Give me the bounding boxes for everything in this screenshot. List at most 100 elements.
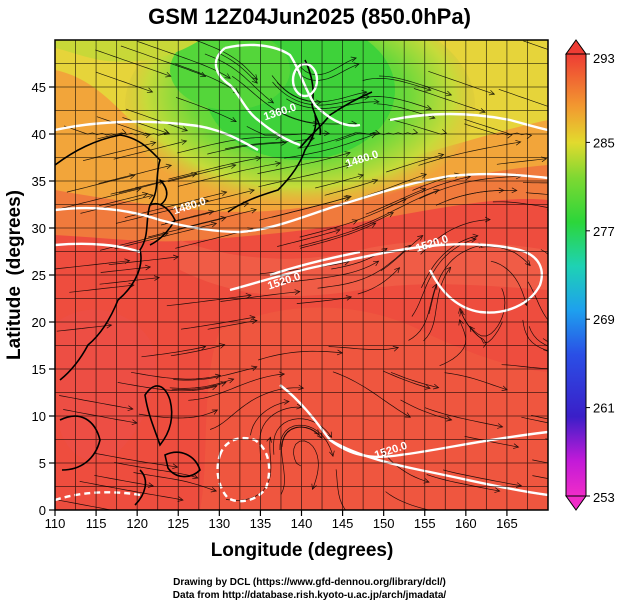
streamline	[191, 189, 255, 207]
streamline	[259, 406, 302, 461]
streamline-arrowhead	[334, 228, 341, 234]
streamline-arrowhead	[191, 171, 198, 178]
streamline-arrowhead	[202, 198, 209, 205]
streamline	[99, 277, 160, 285]
streamline-arrowhead	[210, 221, 218, 228]
streamline	[204, 53, 274, 104]
streamline-arrowhead	[458, 307, 464, 314]
streamline	[175, 97, 237, 123]
streamline-arrowhead	[370, 222, 377, 228]
streamline	[419, 176, 522, 200]
streamline	[525, 192, 548, 195]
y-tick-label: 40	[32, 127, 46, 142]
streamline-arrowhead	[177, 496, 184, 502]
streamline-arrowhead	[315, 99, 322, 106]
y-tick-label: 25	[32, 268, 46, 283]
lat-lon-grid	[54, 39, 549, 511]
streamline	[96, 116, 169, 136]
streamline	[424, 407, 503, 428]
streamline-arrowhead	[192, 473, 199, 480]
streamline-arrowhead	[221, 190, 228, 196]
streamline-arrowhead	[127, 405, 134, 412]
credit-data-source: Data from http://database.rish.kyoto-u.a…	[172, 590, 447, 601]
streamline	[380, 235, 424, 272]
colorbar-top-arrow	[565, 39, 587, 55]
streamline-arrowhead	[344, 151, 351, 157]
streamline-arrowhead	[224, 73, 231, 79]
streamline	[281, 426, 323, 447]
streamline-arrowhead	[208, 209, 215, 216]
streamline-arrowhead	[446, 416, 453, 422]
streamline-arrowhead	[595, 191, 600, 196]
streamline-arrowhead	[153, 275, 160, 281]
streamline	[169, 378, 234, 389]
streamline	[99, 193, 148, 207]
streamline	[131, 371, 221, 380]
streamline	[66, 174, 135, 193]
streamline-arrowhead	[432, 283, 438, 290]
streamline-arrowhead	[124, 258, 131, 264]
streamline-arrowhead	[200, 71, 207, 78]
streamline-arrowhead	[445, 90, 453, 97]
colorbar-gradient	[565, 53, 587, 497]
streamline	[258, 164, 351, 188]
streamline-arrowhead	[266, 436, 272, 443]
streamline-arrowhead	[106, 322, 113, 329]
streamline	[161, 202, 249, 226]
streamline	[464, 435, 519, 448]
x-tick-label: 165	[496, 516, 518, 531]
colorbar-tick-label: 269	[593, 312, 615, 327]
streamline	[383, 370, 431, 389]
streamline-arrowhead	[469, 325, 476, 332]
streamline-arrowhead	[404, 412, 411, 418]
streamline-arrowhead	[211, 409, 219, 415]
streamline-arrowhead	[280, 140, 288, 146]
streamline	[521, 416, 548, 424]
streamline	[217, 52, 258, 84]
x-tick-label: 160	[455, 516, 477, 531]
y-tick-label: 45	[32, 80, 46, 95]
streamline	[167, 164, 236, 183]
streamline	[385, 491, 430, 510]
streamline-arrowhead	[144, 264, 152, 271]
streamline-arrowhead	[230, 163, 237, 169]
streamline-arrowhead	[250, 207, 257, 214]
streamline-arrowhead	[220, 381, 227, 387]
coastlines	[55, 59, 373, 506]
colorbar-tick-label: 277	[593, 224, 615, 239]
streamline-arrowhead	[438, 153, 445, 159]
streamline-arrowhead	[559, 108, 565, 113]
streamline	[379, 75, 452, 96]
streamline	[315, 174, 364, 189]
y-tick-label: 15	[32, 362, 46, 377]
streamline	[280, 426, 320, 495]
streamline	[79, 481, 184, 501]
streamline	[120, 45, 206, 77]
streamline	[295, 63, 360, 81]
streamline-arrowhead	[515, 139, 522, 146]
streamline-arrowhead	[425, 104, 433, 111]
streamline-arrowhead	[251, 74, 258, 81]
streamline	[390, 372, 439, 389]
streamline	[164, 210, 214, 224]
streamline-arrowhead	[351, 219, 359, 225]
streamline	[299, 219, 358, 238]
colorbar-tick-label: 293	[593, 51, 615, 66]
colorbar: 293 285 277 269 261 253	[565, 39, 615, 511]
streamline	[298, 57, 357, 76]
streamline-arrowhead	[313, 429, 320, 436]
streamline-arrowhead	[516, 482, 523, 488]
streamline	[178, 209, 257, 230]
streamline	[125, 108, 188, 132]
x-tick-label: 140	[291, 516, 313, 531]
streamline	[459, 308, 487, 348]
streamline	[188, 373, 285, 401]
streamline-arrowhead	[345, 295, 353, 301]
streamline-arrowhead	[470, 237, 477, 243]
streamline	[317, 245, 411, 289]
streamline	[365, 188, 426, 215]
height-contours	[55, 43, 548, 497]
streamline	[447, 189, 517, 201]
streamline-arrowhead	[251, 318, 258, 325]
